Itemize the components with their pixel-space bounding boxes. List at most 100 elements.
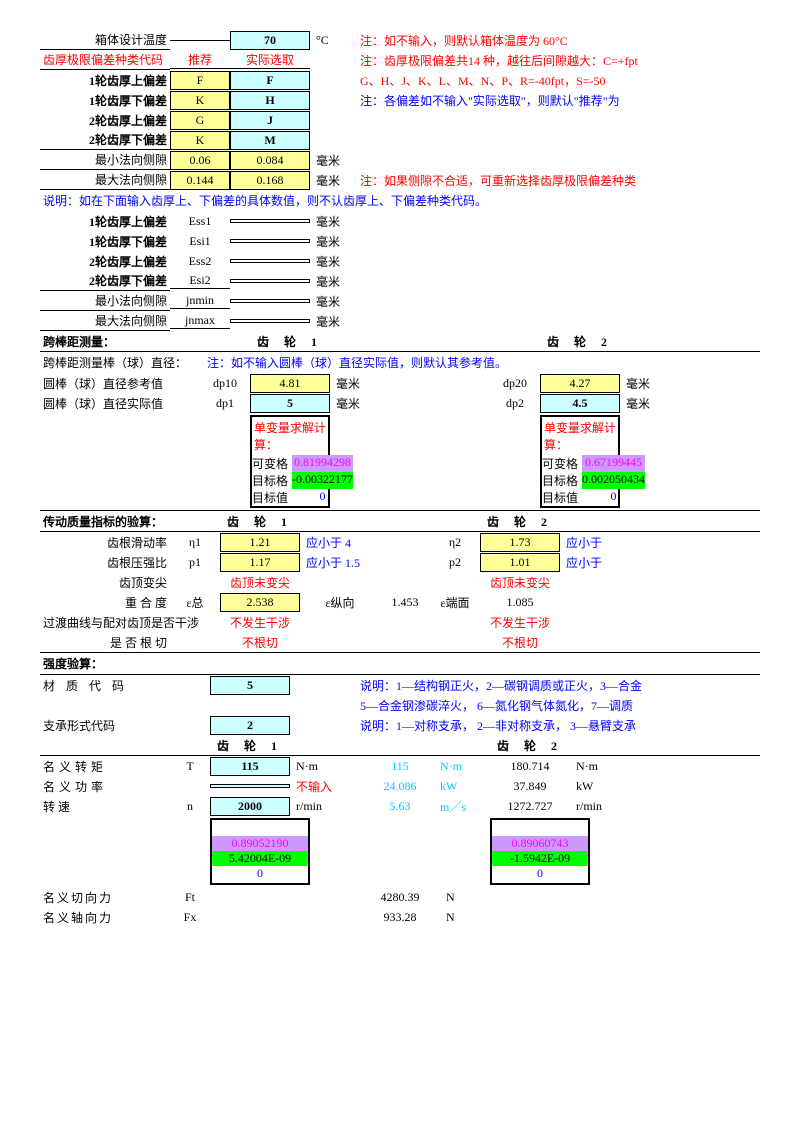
unit: r/min (570, 799, 640, 814)
unit: 毫米 (310, 213, 360, 230)
val[interactable] (230, 259, 310, 263)
sym: Esi1 (170, 234, 230, 249)
val[interactable] (210, 784, 290, 788)
h: 推荐 (170, 51, 230, 69)
v: 0 (212, 866, 308, 881)
unit: 毫米 (310, 233, 360, 250)
sel[interactable]: J (230, 111, 310, 130)
label: 2轮齿厚下偏差 (40, 130, 170, 150)
val[interactable]: 4.5 (540, 394, 620, 413)
note: 说明：1—结构钢正火，2—碳钢调质或正火，3—合金 (360, 677, 640, 694)
label: 最小法向侧隙 (40, 150, 170, 170)
label: 1轮齿厚下偏差 (40, 91, 170, 110)
val[interactable] (230, 239, 310, 243)
val[interactable]: 5 (210, 676, 290, 695)
note: G、H、J、K、L、M、N、P、R=-40fpt，S=-50 (360, 72, 760, 89)
unit: 毫米 (310, 253, 360, 270)
h: 单变量求解计算： (252, 417, 328, 455)
note: 注：如不输入，则默认箱体温度为 60°C (360, 32, 760, 49)
sym: dp2 (490, 396, 540, 411)
label: 支承形式代码 (40, 716, 170, 735)
unit: 毫米 (330, 395, 390, 412)
l: 目标值 (542, 489, 582, 506)
val: 齿顶未变尖 (480, 574, 560, 591)
sel: 0.168 (230, 171, 310, 190)
sym: η1 (170, 535, 220, 550)
l: 可变格 (252, 455, 292, 472)
val: 180.714 (490, 759, 570, 774)
val: 1.01 (480, 553, 560, 572)
label: 1轮齿厚下偏差 (40, 232, 170, 251)
val: 1272.727 (490, 799, 570, 814)
sel[interactable]: F (230, 71, 310, 90)
label: 圆棒（球）直径参考值 (40, 374, 200, 393)
unit: 毫米 (330, 375, 390, 392)
sym: ε端面 (430, 594, 480, 611)
v: -1.5942E-09 (492, 851, 588, 866)
val: 37.849 (490, 779, 570, 794)
label: 最大法向侧隙 (40, 311, 170, 331)
solver-box-2: 单变量求解计算： 可变格0.67199445 目标格0.002050434 目标… (540, 415, 620, 508)
note: 注：各偏差如不输入"实际选取"，则默认"推荐"为 (360, 92, 760, 109)
aux: m／s (440, 798, 490, 815)
note: 5—合金钢渗碳淬火， 6—氮化钢气体氮化，7—调质 (360, 697, 640, 714)
aux: 5.63 (360, 799, 440, 814)
sym: dp1 (200, 396, 250, 411)
val[interactable] (230, 299, 310, 303)
v: 5.42004E-09 (212, 851, 308, 866)
label: 名义轴向力 (40, 908, 170, 927)
section: 跨棒距测量： (40, 332, 200, 351)
unit: 毫米 (620, 395, 680, 412)
val[interactable]: 2 (210, 716, 290, 735)
sym: p2 (430, 555, 480, 570)
l: 目标格 (542, 472, 582, 489)
val: 4.27 (540, 374, 620, 393)
label: 齿根滑动率 (40, 533, 170, 552)
note: 说明：如在下面输入齿厚上、下偏差的具体数值，则不认齿厚上、下偏差种类代码。 (40, 190, 760, 211)
sym: ε总 (170, 594, 220, 611)
aux: N·m (440, 759, 490, 774)
l: 目标值 (252, 489, 292, 506)
sel[interactable]: H (230, 91, 310, 110)
rec: F (170, 71, 230, 90)
label: 过渡曲线与配对齿顶是否干涉 (40, 613, 170, 632)
val: 1.21 (220, 533, 300, 552)
unit: N (440, 890, 490, 905)
label: 2轮齿厚下偏差 (40, 271, 170, 291)
label: 名义转矩 (40, 757, 170, 776)
rec: K (170, 91, 230, 110)
val[interactable] (230, 279, 310, 283)
val: 1.73 (480, 533, 560, 552)
val[interactable] (230, 319, 310, 323)
label: 重 合 度 (40, 593, 170, 612)
label: 转 速 (40, 797, 170, 816)
rec: 0.06 (170, 151, 230, 170)
calc-box-1: 0.89052190 5.42004E-09 0 (210, 818, 310, 885)
rec: K (170, 131, 230, 150)
unit: N·m (570, 759, 640, 774)
l: 可变格 (542, 455, 582, 472)
sym: Fx (170, 910, 210, 925)
h: 单变量求解计算： (542, 417, 618, 455)
label: 圆棒（球）直径实际值 (40, 394, 200, 413)
note: 注：如不输入圆棒（球）直径实际值，则默认其参考值。 (207, 354, 507, 371)
val[interactable] (230, 219, 310, 223)
val[interactable]: 2000 (210, 797, 290, 816)
sym: T (170, 759, 210, 774)
val[interactable]: 115 (210, 757, 290, 776)
val: 齿顶未变尖 (220, 574, 300, 591)
label: 最大法向侧隙 (40, 170, 170, 190)
calc-box-2: 0.89060743 -1.5942E-09 0 (490, 818, 590, 885)
sym: Ess2 (170, 254, 230, 269)
val[interactable]: 5 (250, 394, 330, 413)
label: 齿厚极限偏差种类代码 (40, 50, 170, 70)
sel[interactable]: M (230, 131, 310, 150)
sym: Ess1 (170, 214, 230, 229)
label: 1轮齿厚上偏差 (40, 71, 170, 90)
note: 注：齿厚极限偏差共14 种，越往后间隙越大：C=+fpt (360, 52, 760, 69)
val[interactable]: 70 (230, 31, 310, 50)
unit: 毫米 (310, 313, 360, 330)
aux: kW (440, 779, 490, 794)
label: 2轮齿厚上偏差 (40, 252, 170, 271)
v: 0.89052190 (212, 836, 308, 851)
